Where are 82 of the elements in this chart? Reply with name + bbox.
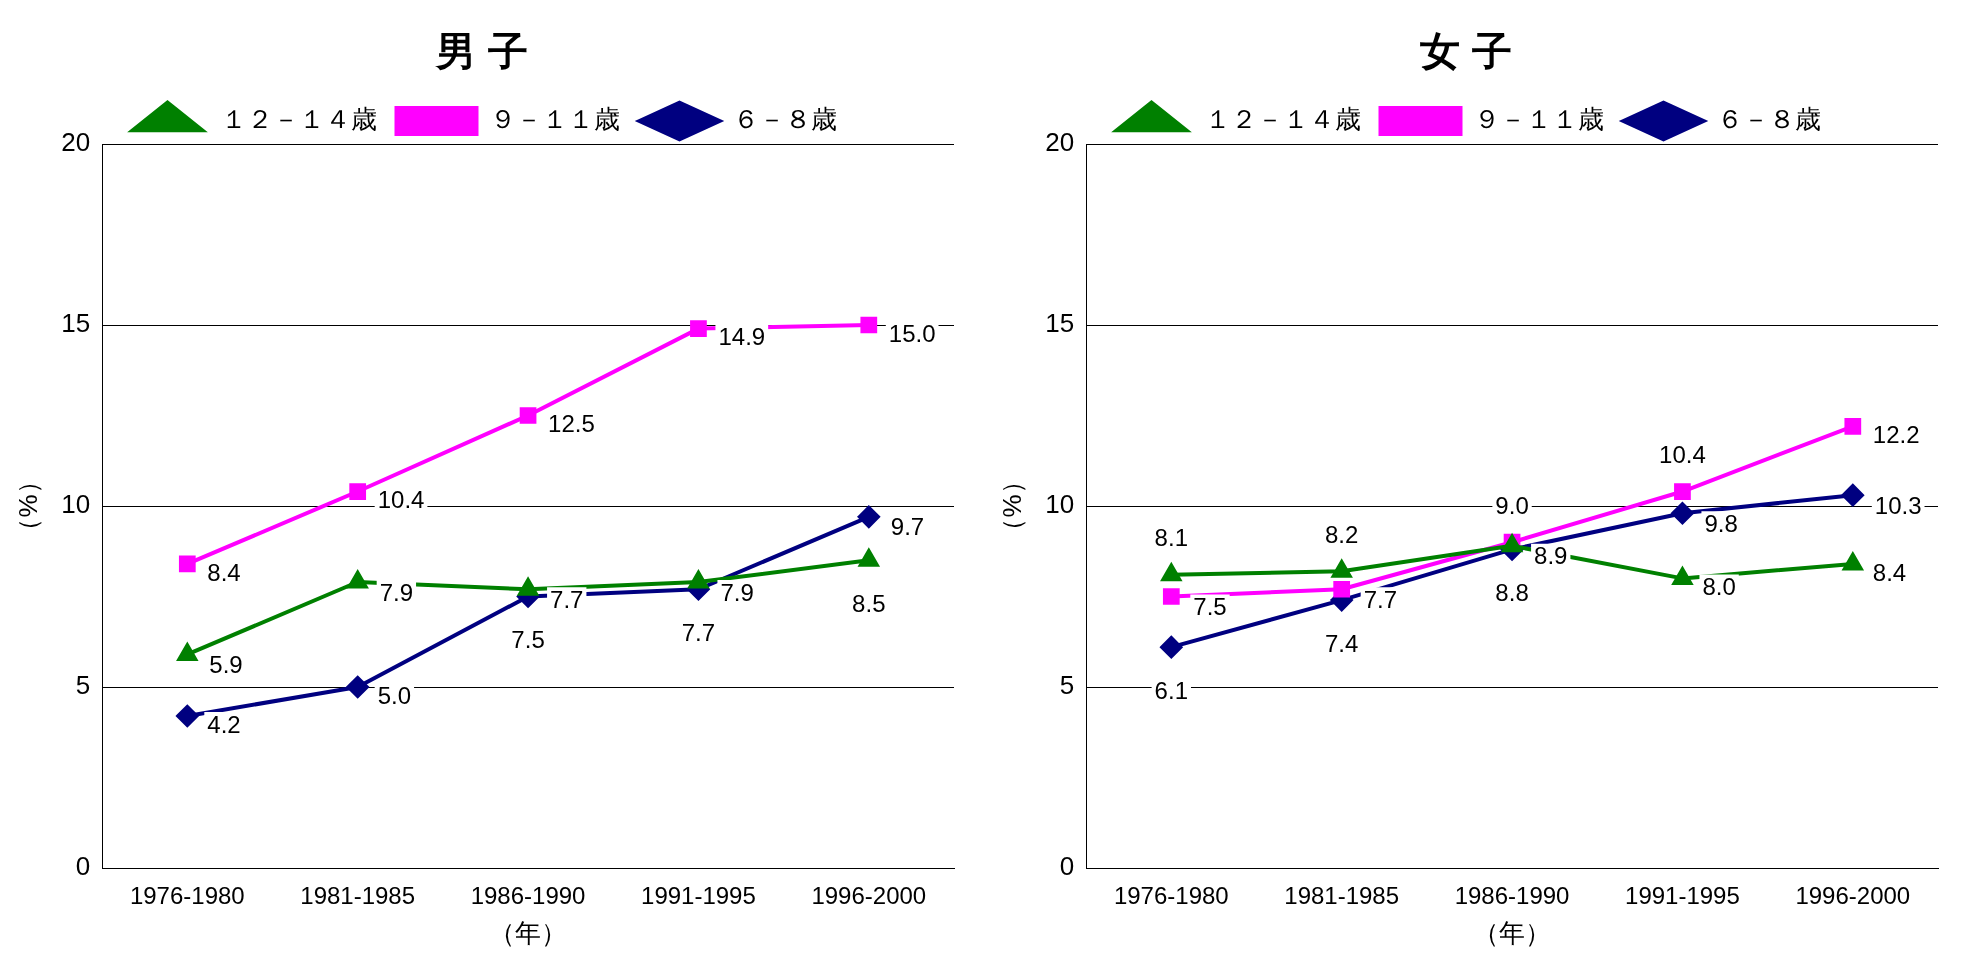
point — [176, 704, 199, 727]
x-tick-label: 1981-1985 — [1284, 882, 1400, 910]
legend-label: ６－８歳 — [1716, 104, 1821, 135]
point — [1671, 502, 1694, 525]
data-label: 15.0 — [888, 319, 936, 347]
data-label: 10.4 — [1659, 441, 1706, 469]
point — [1160, 636, 1183, 659]
y-tick-label: 5 — [75, 670, 91, 701]
data-label: 7.7 — [1363, 585, 1398, 613]
data-label: 12.5 — [548, 410, 595, 438]
y-axis-title: （%） — [996, 468, 1027, 544]
y-tick-label: 5 — [1059, 670, 1075, 701]
data-label: 9.7 — [890, 513, 925, 541]
data-label: 5.0 — [377, 681, 412, 709]
data-label: 9.0 — [1495, 491, 1529, 519]
data-label: 8.5 — [852, 589, 886, 617]
legend-label: ９－１１歳 — [1473, 104, 1604, 135]
data-label: 10.4 — [377, 486, 425, 514]
data-label: 7.7 — [550, 585, 584, 613]
data-label: 8.4 — [207, 558, 241, 586]
data-label: 12.2 — [1872, 420, 1920, 448]
point — [859, 549, 879, 567]
y-axis-title: （%） — [12, 468, 43, 544]
y-tick-label: 20 — [1045, 127, 1075, 158]
point — [1333, 580, 1351, 598]
x-tick-label: 1991-1995 — [641, 882, 756, 910]
point — [688, 571, 709, 589]
legend-label: １２－１４歳 — [1204, 104, 1361, 135]
point — [346, 676, 369, 698]
data-label: 7.9 — [720, 578, 754, 606]
point — [518, 578, 538, 596]
y-tick-label: 0 — [75, 851, 91, 882]
data-label: 5.9 — [209, 651, 243, 679]
data-label: 7.9 — [379, 578, 414, 606]
y-tick-label: 15 — [1045, 308, 1075, 339]
y-tick-label: 15 — [61, 308, 91, 339]
point — [177, 643, 198, 661]
point — [690, 320, 707, 337]
x-tick-label: 1981-1985 — [300, 882, 416, 910]
data-label: 7.5 — [1193, 593, 1227, 621]
data-label: 8.2 — [1325, 520, 1359, 548]
x-axis-title: （年） — [489, 917, 568, 948]
x-tick-label: 1986-1990 — [1454, 882, 1570, 910]
point — [857, 505, 880, 528]
point — [1844, 418, 1862, 435]
data-label: 10.3 — [1874, 491, 1922, 519]
data-label: 9.8 — [1704, 509, 1738, 537]
point — [178, 555, 196, 573]
y-tick-label: 20 — [61, 127, 91, 158]
y-tick-label: 10 — [61, 489, 91, 520]
chart-title: 女 子 — [1420, 29, 1512, 74]
data-label: 4.2 — [207, 710, 241, 738]
x-tick-label: 1991-1995 — [1625, 882, 1740, 910]
data-label: 8.0 — [1702, 573, 1736, 601]
data-label: 8.1 — [1154, 524, 1188, 552]
point — [1674, 483, 1691, 500]
data-label: 7.5 — [511, 626, 545, 654]
data-label: 8.8 — [1495, 579, 1529, 607]
data-label: 7.7 — [681, 618, 716, 646]
legend-label: １２－１４歳 — [220, 104, 377, 135]
point — [860, 316, 878, 334]
x-tick-label: 1976-1980 — [1113, 882, 1229, 910]
legend-label: ６－８歳 — [732, 104, 837, 135]
x-axis-title: （年） — [1473, 917, 1552, 948]
chart-title: 男 子 — [435, 29, 528, 74]
x-tick-label: 1996-2000 — [1795, 882, 1911, 910]
x-tick-label: 1996-2000 — [811, 882, 927, 910]
x-tick-label: 1986-1990 — [470, 882, 586, 910]
point — [347, 571, 368, 589]
data-label: 7.4 — [1325, 629, 1359, 657]
point — [1841, 484, 1864, 507]
point — [349, 483, 367, 500]
data-label: 14.9 — [718, 323, 766, 351]
data-label: 8.9 — [1534, 542, 1568, 570]
data-label: 6.1 — [1154, 676, 1188, 704]
point — [1162, 588, 1180, 605]
legend-label: ９－１１歳 — [489, 104, 620, 135]
y-tick-label: 10 — [1045, 489, 1075, 520]
y-tick-label: 0 — [1059, 851, 1075, 882]
x-tick-label: 1976-1980 — [129, 882, 245, 910]
data-label: 8.4 — [1872, 558, 1907, 586]
point — [519, 407, 537, 424]
